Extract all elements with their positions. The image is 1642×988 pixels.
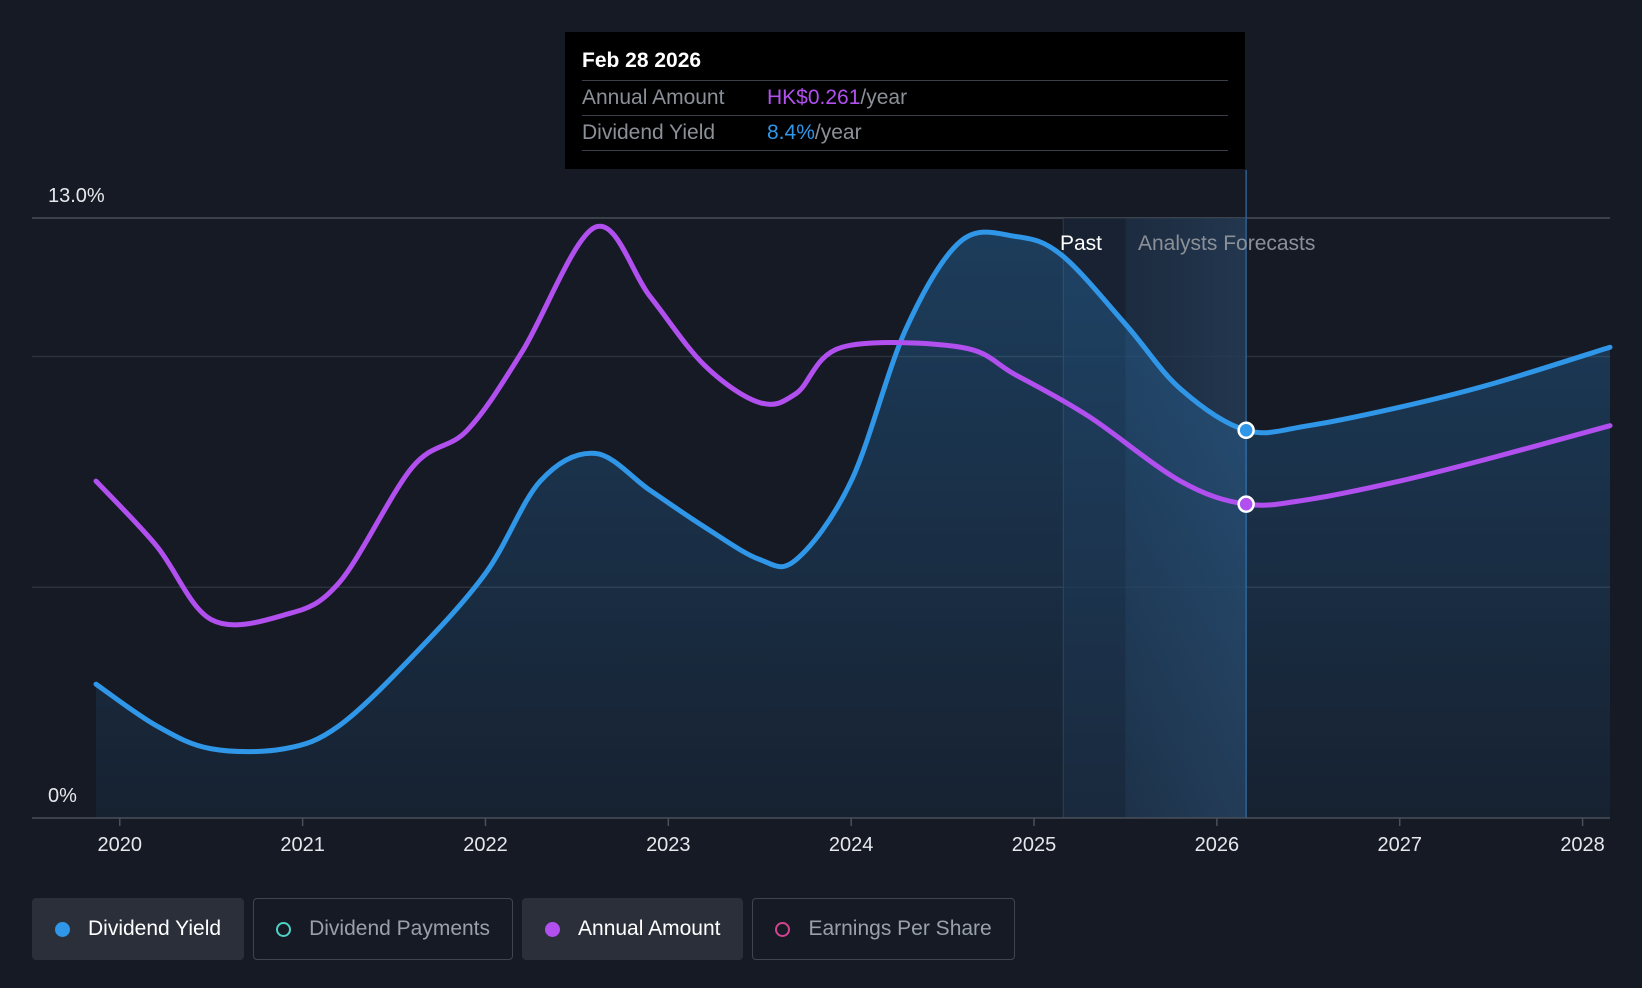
annual-amount-marker [1237,495,1255,513]
past-label: Past [1060,232,1102,255]
tooltip-annual-unit: /year [860,86,908,109]
tooltip-yield-row: Dividend Yield 8.4% /year [582,116,1228,151]
x-tick-label: 2025 [1012,834,1057,856]
tooltip-annual-value: HK$0.261 [767,86,861,109]
legend-dividend-payments-label: Dividend Payments [309,917,491,940]
tooltip-yield-label: Dividend Yield [582,121,716,144]
tooltip-annual-row: Annual Amount HK$0.261 /year [582,81,1228,116]
legend-dividend-yield-label: Dividend Yield [88,917,222,940]
x-tick-label: 2027 [1377,834,1422,856]
legend-dividend-payments[interactable]: Dividend Payments [253,898,514,960]
dividend-yield-dot-icon [55,921,70,937]
tooltip: Feb 28 2026 Annual Amount HK$0.261 /year… [565,32,1245,169]
annual-amount-dot-icon [545,921,561,937]
tooltip-yield-value: 8.4% [767,121,815,144]
annual-amount-line [93,223,1613,628]
tooltip-yield-unit: /year [814,121,862,144]
y-tick-label-top: 13.0% [48,185,105,207]
legend-annual-amount[interactable]: Annual Amount [522,898,744,960]
forecast-label: Analysts Forecasts [1138,232,1315,255]
x-tick-label: 2022 [463,834,508,856]
earnings-per-share-ring-icon [775,921,791,937]
x-tick-label: 2028 [1560,834,1605,856]
legend-annual-amount-label: Annual Amount [578,917,721,940]
y-tick-label-bottom: 0% [48,785,77,807]
dividend-yield-marker [1237,421,1255,440]
x-tick-label: 2023 [646,834,691,856]
tooltip-date: Feb 28 2026 [582,46,1228,81]
legend-earnings-per-share[interactable]: Earnings Per Share [752,898,1015,960]
legend-earnings-per-share-label: Earnings Per Share [808,917,992,940]
x-tick-label: 2021 [280,834,325,856]
legend: Dividend Yield Dividend Payments Annual … [32,898,1015,960]
dividend-yield-area [96,232,1610,818]
x-tick-label: 2024 [829,834,874,856]
dividend-yield-line [93,229,1613,755]
dividend-payments-ring-icon [276,921,292,937]
legend-dividend-yield[interactable]: Dividend Yield [32,898,245,960]
x-tick-label: 2020 [98,834,143,856]
tooltip-annual-label: Annual Amount [582,86,725,109]
x-tick-label: 2026 [1195,834,1240,856]
